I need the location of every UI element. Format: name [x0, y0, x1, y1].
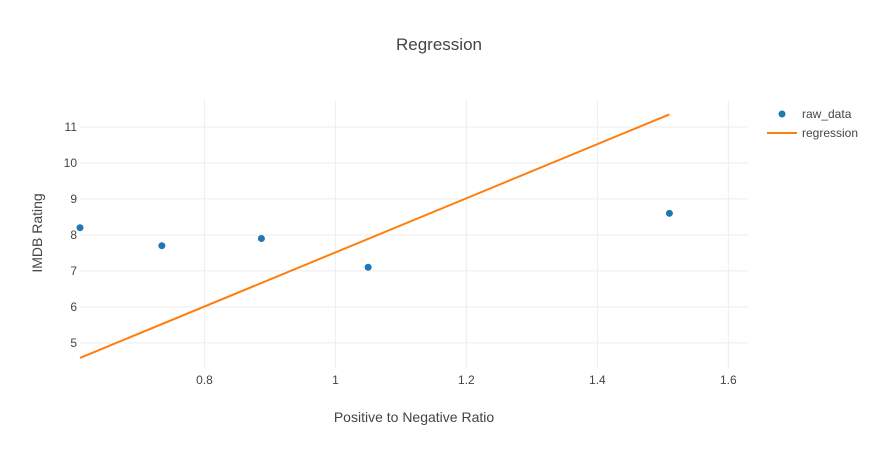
y-tick-label: 5	[70, 336, 77, 350]
y-tick-label: 7	[70, 264, 77, 278]
legend-marker-raw-data	[778, 110, 786, 118]
y-tick-label: 11	[65, 120, 78, 134]
x-tick-label: 1.4	[589, 373, 606, 387]
data-point-raw-data[interactable]	[665, 209, 673, 217]
series-line-regression	[79, 113, 670, 359]
x-tick-label: 1.2	[458, 373, 475, 387]
y-tick-label: 8	[70, 228, 77, 242]
y-axis-title: IMDB Rating	[29, 193, 45, 272]
data-point-raw-data[interactable]	[364, 263, 372, 271]
x-axis-ticks: 0.8 1 1.2 1.4 1.6	[196, 373, 737, 387]
x-tick-label: 1.6	[720, 373, 737, 387]
legend-label-regression: regression	[802, 126, 858, 140]
y-tick-label: 6	[70, 300, 77, 314]
y-tick-label: 10	[64, 156, 78, 170]
x-tick-label: 1	[332, 373, 339, 387]
data-point-raw-data[interactable]	[76, 224, 84, 232]
legend[interactable]: raw_data regression	[767, 107, 858, 140]
legend-label-raw-data: raw_data	[802, 107, 852, 121]
plot-area	[76, 113, 673, 359]
legend-item-raw-data[interactable]: raw_data	[778, 107, 852, 121]
gridlines	[80, 100, 748, 368]
y-axis-ticks: 5 6 7 8 9 10 11	[64, 120, 78, 350]
x-tick-label: 0.8	[196, 373, 213, 387]
legend-item-regression[interactable]: regression	[767, 126, 858, 140]
chart-title: Regression	[396, 35, 482, 54]
data-point-raw-data[interactable]	[257, 234, 265, 242]
y-tick-label: 9	[70, 192, 77, 206]
data-point-raw-data[interactable]	[158, 242, 166, 250]
x-axis-title: Positive to Negative Ratio	[334, 409, 495, 425]
